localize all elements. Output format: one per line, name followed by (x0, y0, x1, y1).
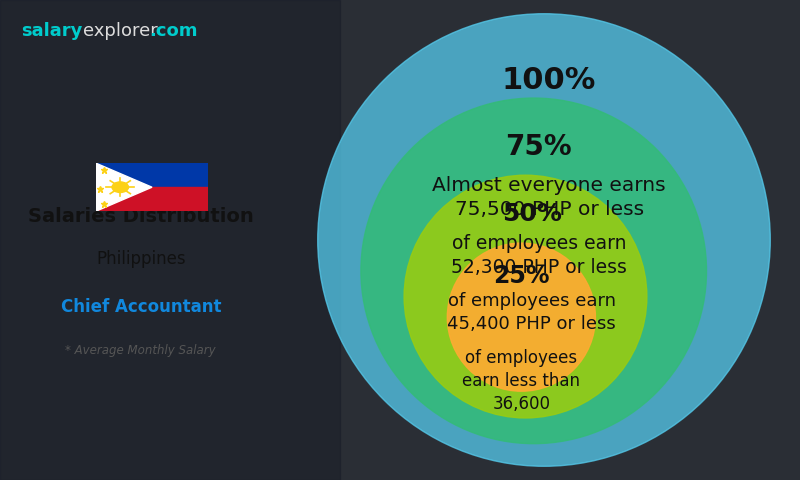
Text: explorer: explorer (82, 22, 158, 40)
Text: * Average Monthly Salary: * Average Monthly Salary (66, 344, 216, 357)
Bar (96, 187, 208, 211)
Text: of employees earn
52,300 PHP or less: of employees earn 52,300 PHP or less (451, 234, 626, 277)
Polygon shape (96, 163, 152, 211)
Bar (0, 0, 340, 480)
Text: .com: .com (150, 22, 198, 40)
Text: Philippines: Philippines (96, 250, 186, 268)
Text: 100%: 100% (502, 66, 596, 95)
Text: 25%: 25% (493, 264, 550, 288)
Text: 75%: 75% (506, 133, 572, 161)
Text: salary: salary (21, 22, 82, 40)
Circle shape (318, 14, 770, 466)
Text: of employees
earn less than
36,600: of employees earn less than 36,600 (462, 349, 580, 413)
Text: Almost everyone earns
75,500 PHP or less: Almost everyone earns 75,500 PHP or less (432, 176, 666, 219)
Circle shape (447, 243, 595, 391)
Text: Salaries Distribution: Salaries Distribution (28, 206, 254, 226)
Circle shape (361, 98, 706, 444)
Bar (96, 163, 208, 187)
Text: Chief Accountant: Chief Accountant (61, 298, 221, 316)
Circle shape (112, 182, 129, 192)
Text: 50%: 50% (502, 202, 562, 226)
Text: of employees earn
45,400 PHP or less: of employees earn 45,400 PHP or less (447, 292, 616, 333)
Circle shape (404, 175, 647, 418)
